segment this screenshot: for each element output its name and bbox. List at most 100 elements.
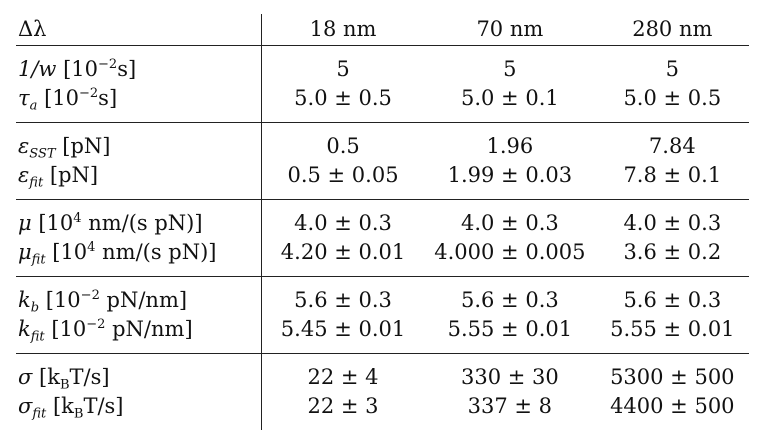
unit-text: [10: [39, 288, 81, 312]
value-cell: 5.0 ± 0.5: [596, 84, 749, 123]
value-cell: 4400 ± 500: [596, 392, 749, 430]
parameter-symbol: σ: [18, 394, 32, 418]
parameter-label: 1/w [10−2s]: [16, 46, 261, 85]
parameter-symbol: σ: [18, 365, 32, 389]
unit-text-tail: T/s]: [70, 365, 110, 389]
unit-text: [pN]: [43, 163, 98, 187]
parameter-symbol: τ: [18, 86, 30, 110]
value-cell: 330 ± 30: [424, 354, 596, 393]
parameter-label: μfit [104 nm/(s pN)]: [16, 238, 261, 277]
value-cell: 4.0 ± 0.3: [596, 200, 749, 239]
value-cell: 0.5: [261, 123, 424, 162]
value-cell: 0.5 ± 0.05: [261, 161, 424, 200]
unit-text-tail: s]: [117, 57, 136, 81]
value-cell: 5.45 ± 0.01: [261, 315, 424, 354]
unit-exponent: −2: [81, 288, 100, 303]
unit-text: [10: [37, 86, 79, 110]
parameter-subscript: fit: [32, 407, 46, 422]
value-cell: 7.84: [596, 123, 749, 162]
unit-subscript: B: [60, 378, 70, 393]
unit-text: [10: [32, 211, 74, 235]
unit-text-tail: nm/(s pN)]: [82, 211, 203, 235]
unit-text-tail: pN/nm]: [105, 317, 192, 341]
parameter-label: μ [104 nm/(s pN)]: [16, 200, 261, 239]
unit-exponent: −2: [86, 317, 105, 332]
unit-text: [10: [45, 317, 87, 341]
unit-text-tail: pN/nm]: [100, 288, 187, 312]
header-col-2: 70 nm: [424, 14, 596, 46]
unit-text-tail: s]: [98, 86, 117, 110]
parameter-subscript: fit: [32, 253, 46, 268]
header-col-1: 18 nm: [261, 14, 424, 46]
parameter-symbol: k: [18, 317, 31, 341]
parameter-symbol: ε: [18, 134, 29, 158]
unit-text: [10: [56, 57, 98, 81]
value-cell: 5.6 ± 0.3: [596, 277, 749, 316]
unit-text: [k: [46, 394, 74, 418]
value-cell: 5: [424, 46, 596, 85]
value-cell: 4.0 ± 0.3: [261, 200, 424, 239]
unit-exponent: 4: [73, 211, 81, 226]
value-cell: 4.0 ± 0.3: [424, 200, 596, 239]
value-cell: 1.99 ± 0.03: [424, 161, 596, 200]
parameter-symbol: 1/w: [18, 57, 56, 81]
parameter-symbol: k: [18, 288, 31, 312]
value-cell: 5.0 ± 0.5: [261, 84, 424, 123]
unit-text-tail: nm/(s pN)]: [95, 240, 216, 264]
parameter-subscript: fit: [29, 176, 43, 191]
value-cell: 5300 ± 500: [596, 354, 749, 393]
parameter-symbol: ε: [18, 163, 29, 187]
parameter-label: τa [10−2s]: [16, 84, 261, 123]
value-cell: 5.6 ± 0.3: [261, 277, 424, 316]
value-cell: 22 ± 3: [261, 392, 424, 430]
value-cell: 337 ± 8: [424, 392, 596, 430]
value-cell: 5.55 ± 0.01: [596, 315, 749, 354]
parameter-subscript: fit: [31, 330, 45, 345]
parameter-label: kfit [10−2 pN/nm]: [16, 315, 261, 354]
unit-text-tail: T/s]: [83, 394, 123, 418]
unit-text: [10: [46, 240, 88, 264]
value-cell: 5.55 ± 0.01: [424, 315, 596, 354]
unit-subscript: B: [74, 407, 84, 422]
parameter-subscript: SST: [29, 147, 55, 162]
value-cell: 22 ± 4: [261, 354, 424, 393]
parameter-subscript: b: [31, 301, 39, 316]
unit-text: [k: [32, 365, 60, 389]
parameter-symbol: μ: [18, 240, 32, 264]
header-col-3: 280 nm: [596, 14, 749, 46]
parameter-symbol: μ: [18, 211, 32, 235]
parameter-label: εfit [pN]: [16, 161, 261, 200]
value-cell: 4.20 ± 0.01: [261, 238, 424, 277]
value-cell: 5.0 ± 0.1: [424, 84, 596, 123]
unit-exponent: −2: [98, 57, 117, 72]
value-cell: 7.8 ± 0.1: [596, 161, 749, 200]
unit-exponent: −2: [79, 86, 98, 101]
parameter-label: εSST [pN]: [16, 123, 261, 162]
value-cell: 3.6 ± 0.2: [596, 238, 749, 277]
parameter-label: σfit [kBT/s]: [16, 392, 261, 430]
value-cell: 4.000 ± 0.005: [424, 238, 596, 277]
delta-lambda-label: Δλ: [18, 17, 46, 41]
unit-text: [pN]: [56, 134, 111, 158]
value-cell: 5: [261, 46, 424, 85]
value-cell: 5: [596, 46, 749, 85]
header-param-label: Δλ: [16, 14, 261, 46]
parameter-label: σ [kBT/s]: [16, 354, 261, 393]
parameter-label: kb [10−2 pN/nm]: [16, 277, 261, 316]
value-cell: 1.96: [424, 123, 596, 162]
header-row: Δλ 18 nm 70 nm 280 nm: [16, 14, 749, 46]
value-cell: 5.6 ± 0.3: [424, 277, 596, 316]
